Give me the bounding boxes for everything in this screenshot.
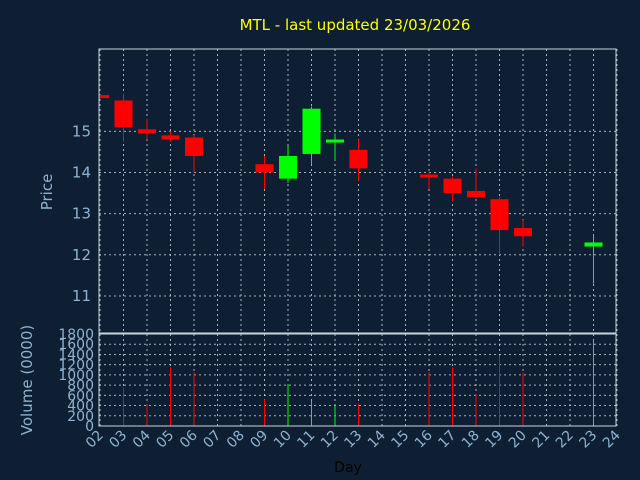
x-tick-label: 23 — [576, 428, 600, 452]
price-tick-labels: 11 12 13 14 15 — [72, 122, 91, 305]
x-tick-label: 15 — [388, 428, 412, 452]
candle-body — [161, 135, 180, 140]
candle-body — [467, 191, 485, 198]
candle-body — [349, 149, 368, 169]
x-axis-label: Day — [334, 460, 362, 476]
candle-body — [255, 164, 274, 173]
x-tick-label: 19 — [482, 428, 506, 452]
price-grid — [99, 49, 618, 333]
price-panel-frame — [98, 48, 617, 334]
x-tick-label: 10 — [271, 428, 295, 452]
x-tick-label: 03 — [106, 428, 130, 452]
volume-axis-label: Volume (0000) — [18, 325, 36, 435]
volume-tick-label: 1600 — [58, 337, 94, 353]
x-tick-label: 14 — [365, 427, 389, 451]
volume-tick-label: 1800 — [58, 327, 94, 343]
candle-body — [99, 95, 109, 99]
volume-tick-label: 800 — [67, 378, 94, 394]
volume-tick-label: 600 — [67, 388, 94, 404]
x-tick-label: 18 — [459, 428, 483, 452]
candle-body — [490, 199, 509, 231]
x-tick-label: 21 — [529, 428, 553, 452]
x-tick-label: 05 — [153, 428, 177, 452]
candle-body — [326, 139, 344, 143]
price-tick-label: 12 — [72, 246, 91, 264]
x-tick-label: 24 — [600, 427, 624, 451]
volume-tick-label: 0 — [85, 419, 94, 435]
price-axis-label: Price — [38, 174, 56, 211]
x-tick-label: 16 — [412, 427, 436, 451]
x-tick-label: 12 — [318, 428, 342, 452]
candle-body — [279, 156, 297, 179]
x-tick-label: 09 — [247, 428, 271, 452]
x-tick-label: 04 — [130, 427, 154, 451]
price-tick-label: 11 — [72, 287, 91, 305]
volume-tick-label: 1200 — [58, 358, 94, 374]
price-tick-label: 15 — [72, 122, 91, 140]
candle-body — [514, 228, 532, 237]
volume-tick-label: 400 — [67, 399, 94, 415]
candle-body — [185, 137, 203, 157]
candle-body — [584, 242, 603, 247]
volume-panel-frame — [98, 333, 617, 427]
x-tick-label: 06 — [177, 427, 201, 451]
x-tick-label: 22 — [553, 428, 577, 452]
x-tick-label: 13 — [341, 428, 365, 452]
candle-body — [138, 129, 156, 134]
price-tick-label: 14 — [72, 163, 91, 181]
candle-body — [302, 108, 321, 154]
chart-title: MTL - last updated 23/03/2026 — [240, 16, 471, 34]
x-tick-label: 07 — [200, 428, 224, 452]
candles — [99, 93, 603, 284]
volume-tick-label: 200 — [67, 409, 94, 425]
candle-body — [114, 100, 133, 128]
x-tick-labels: 02 03 04 05 06 07 08 09 10 11 12 13 14 15 16 17 18 19 20 21… — [83, 427, 624, 451]
x-tick-label: 17 — [435, 428, 459, 452]
x-tick-label: 20 — [506, 428, 530, 452]
candle-body — [420, 174, 438, 178]
price-panel: 11 12 13 14 15 Price — [38, 48, 618, 334]
price-tick-label: 13 — [72, 205, 91, 223]
volume-tick-label: 1400 — [58, 347, 94, 363]
volume-tick-label: 1000 — [58, 368, 94, 384]
x-tick-label: 11 — [294, 428, 318, 452]
candle-body — [443, 178, 462, 194]
x-tick-label: 08 — [224, 428, 248, 452]
volume-bars — [123, 340, 594, 426]
